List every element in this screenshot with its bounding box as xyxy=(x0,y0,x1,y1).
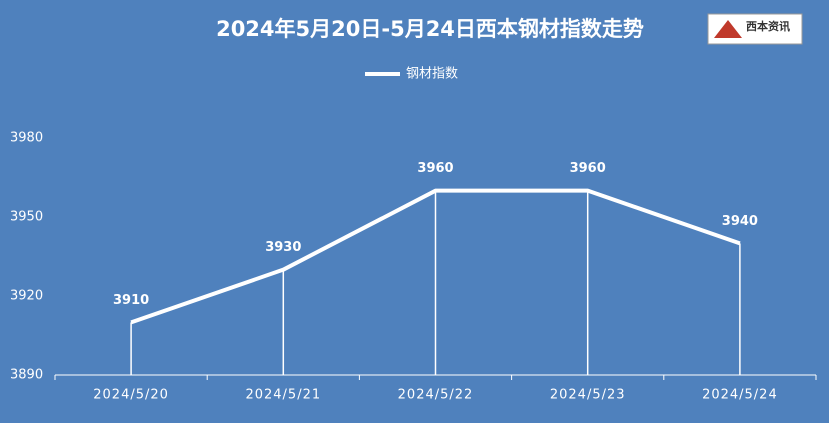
y-tick-label: 3950 xyxy=(10,210,43,225)
x-tick-label: 2024/5/21 xyxy=(245,388,321,403)
data-label: 3930 xyxy=(265,240,301,255)
chart-title: 2024年5月20日-5月24日西本钢材指数走势 xyxy=(216,17,644,41)
x-tick-label: 2024/5/23 xyxy=(550,388,626,403)
logo: 西本资讯 xyxy=(707,13,803,45)
x-tick-label: 2024/5/24 xyxy=(702,388,778,403)
logo-icon xyxy=(714,20,742,38)
legend-label: 钢材指数 xyxy=(406,67,458,82)
data-label: 3910 xyxy=(113,293,149,308)
data-label: 3960 xyxy=(417,161,453,176)
x-tick-label: 2024/5/20 xyxy=(93,388,169,403)
series-line xyxy=(130,188,741,325)
y-tick-label: 3980 xyxy=(10,131,43,146)
x-tick-label: 2024/5/22 xyxy=(398,388,474,403)
data-label: 3940 xyxy=(722,214,758,229)
y-tick-label: 3890 xyxy=(10,368,43,383)
logo-text: 西本资讯 xyxy=(746,19,790,33)
y-tick-label: 3920 xyxy=(10,289,43,304)
data-label: 3960 xyxy=(570,161,606,176)
